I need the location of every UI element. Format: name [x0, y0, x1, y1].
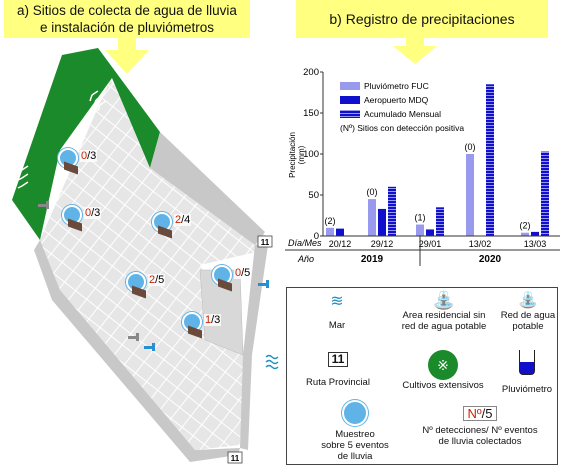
site-events: /4 [181, 214, 191, 226]
rain-cloud-icon [342, 400, 368, 426]
site-marker[interactable]: 0/3 [58, 148, 118, 180]
site-detections: 2 [149, 274, 156, 286]
site-events: /3 [91, 207, 101, 219]
panel-a-title-line2: e instalación de pluviómetros [39, 20, 215, 35]
panel-b-title: b) Registro de precipitaciones [296, 0, 548, 38]
legend-residential-l1: Area residencial sin [402, 310, 486, 321]
site-detections: 0 [85, 207, 92, 219]
site-count: 2/5 [148, 274, 166, 286]
legend-sea: ≋ Mar [317, 293, 357, 332]
faucet-icon [38, 201, 269, 351]
site-detections: 0 [81, 150, 88, 162]
route-icon: 11 [327, 352, 349, 367]
panel-a-arrow-stem [118, 38, 136, 50]
crops-icon: ※ [428, 350, 458, 380]
legend-crops-label: Cultivos extensivos [402, 380, 484, 391]
detections-icon: Nº/5 [462, 406, 498, 421]
legend-water-l1: Red de agua [500, 310, 556, 321]
legend-rain-gauge: Pluviómetro [497, 350, 557, 395]
detections-den: /5 [481, 406, 493, 421]
legend-water-network: ⛲ Red de agua potable [499, 292, 557, 332]
route-label-box-2 [227, 451, 243, 464]
rain-gauge-icon [519, 350, 535, 375]
site-count: 0/3 [80, 150, 98, 162]
site-marker[interactable]: 0/5 [212, 265, 272, 297]
gray-faucet-icon: ⛲ [432, 290, 456, 310]
site-marker[interactable]: 2/5 [126, 272, 186, 304]
route-label: 11 [261, 238, 270, 247]
legend-sampling: Muestreo sobre 5 eventos de lluvia [317, 400, 393, 462]
site-count: 0/3 [84, 207, 102, 219]
route-label-2: 11 [231, 454, 240, 463]
sea-waves-icon [265, 354, 279, 370]
legend-detections: Nº/5 Nº detecciones/ Nº eventos de lluvi… [407, 406, 553, 447]
map-legend: ≋ Mar ⛲ Area residencial sin red de agua… [286, 287, 558, 465]
road-border-top [150, 132, 265, 245]
legend-water-l2: potable [512, 321, 544, 332]
route-11 [240, 245, 268, 450]
panel-a-title-line1: a) Sitios de colecta de agua de lluvia [17, 3, 237, 18]
site-marker[interactable]: 0/3 [62, 205, 122, 237]
blue-faucet-icon: ⛲ [518, 292, 538, 309]
legend-sampling-l1: Muestreo [335, 429, 375, 440]
legend-detections-l1: Nº detecciones/ Nº eventos [422, 425, 538, 436]
crop-icon [17, 90, 107, 189]
site-events: /3 [211, 314, 221, 326]
legend-sea-label: Mar [328, 320, 346, 331]
legend-crops: ※ Cultivos extensivos [393, 350, 493, 391]
green-coast-strip [12, 48, 160, 240]
panel-b-title-text: b) Registro de precipitaciones [329, 10, 515, 27]
legend-sampling-l3: de lluvia [337, 451, 373, 462]
legend-residential-l2: red de agua potable [401, 321, 487, 332]
panel-b-arrow [393, 46, 437, 64]
site-events: /3 [87, 150, 97, 162]
site-detections: 0 [235, 267, 242, 279]
urban-blocks [40, 80, 265, 450]
legend-detections-l2: de lluvia colectados [438, 436, 522, 447]
site-marker[interactable]: 1/3 [182, 312, 242, 344]
site-detections: 2 [175, 214, 182, 226]
site-marker[interactable]: 2/4 [152, 212, 212, 244]
legend-route: 11 Ruta Provincial [293, 352, 383, 388]
panel-b-arrow-stem [406, 38, 424, 46]
site-events: /5 [241, 267, 251, 279]
legend-route-label: Ruta Provincial [306, 377, 370, 388]
site-detections: 1 [205, 314, 212, 326]
panel-a-title: a) Sitios de colecta de agua de lluvia e… [4, 0, 250, 38]
site-events: /5 [155, 274, 165, 286]
detections-num: Nº [467, 406, 482, 421]
route-label-box [257, 235, 273, 248]
sea-icon: ≋ [330, 293, 344, 310]
site-count: 2/4 [174, 214, 192, 226]
legend-sampling-l2: sobre 5 eventos [321, 440, 389, 451]
legend-gauge-label: Pluviómetro [501, 384, 553, 395]
site-count: 1/3 [204, 314, 222, 326]
site-count: 0/5 [234, 267, 252, 279]
legend-residential: ⛲ Area residencial sin red de agua potab… [391, 290, 497, 332]
